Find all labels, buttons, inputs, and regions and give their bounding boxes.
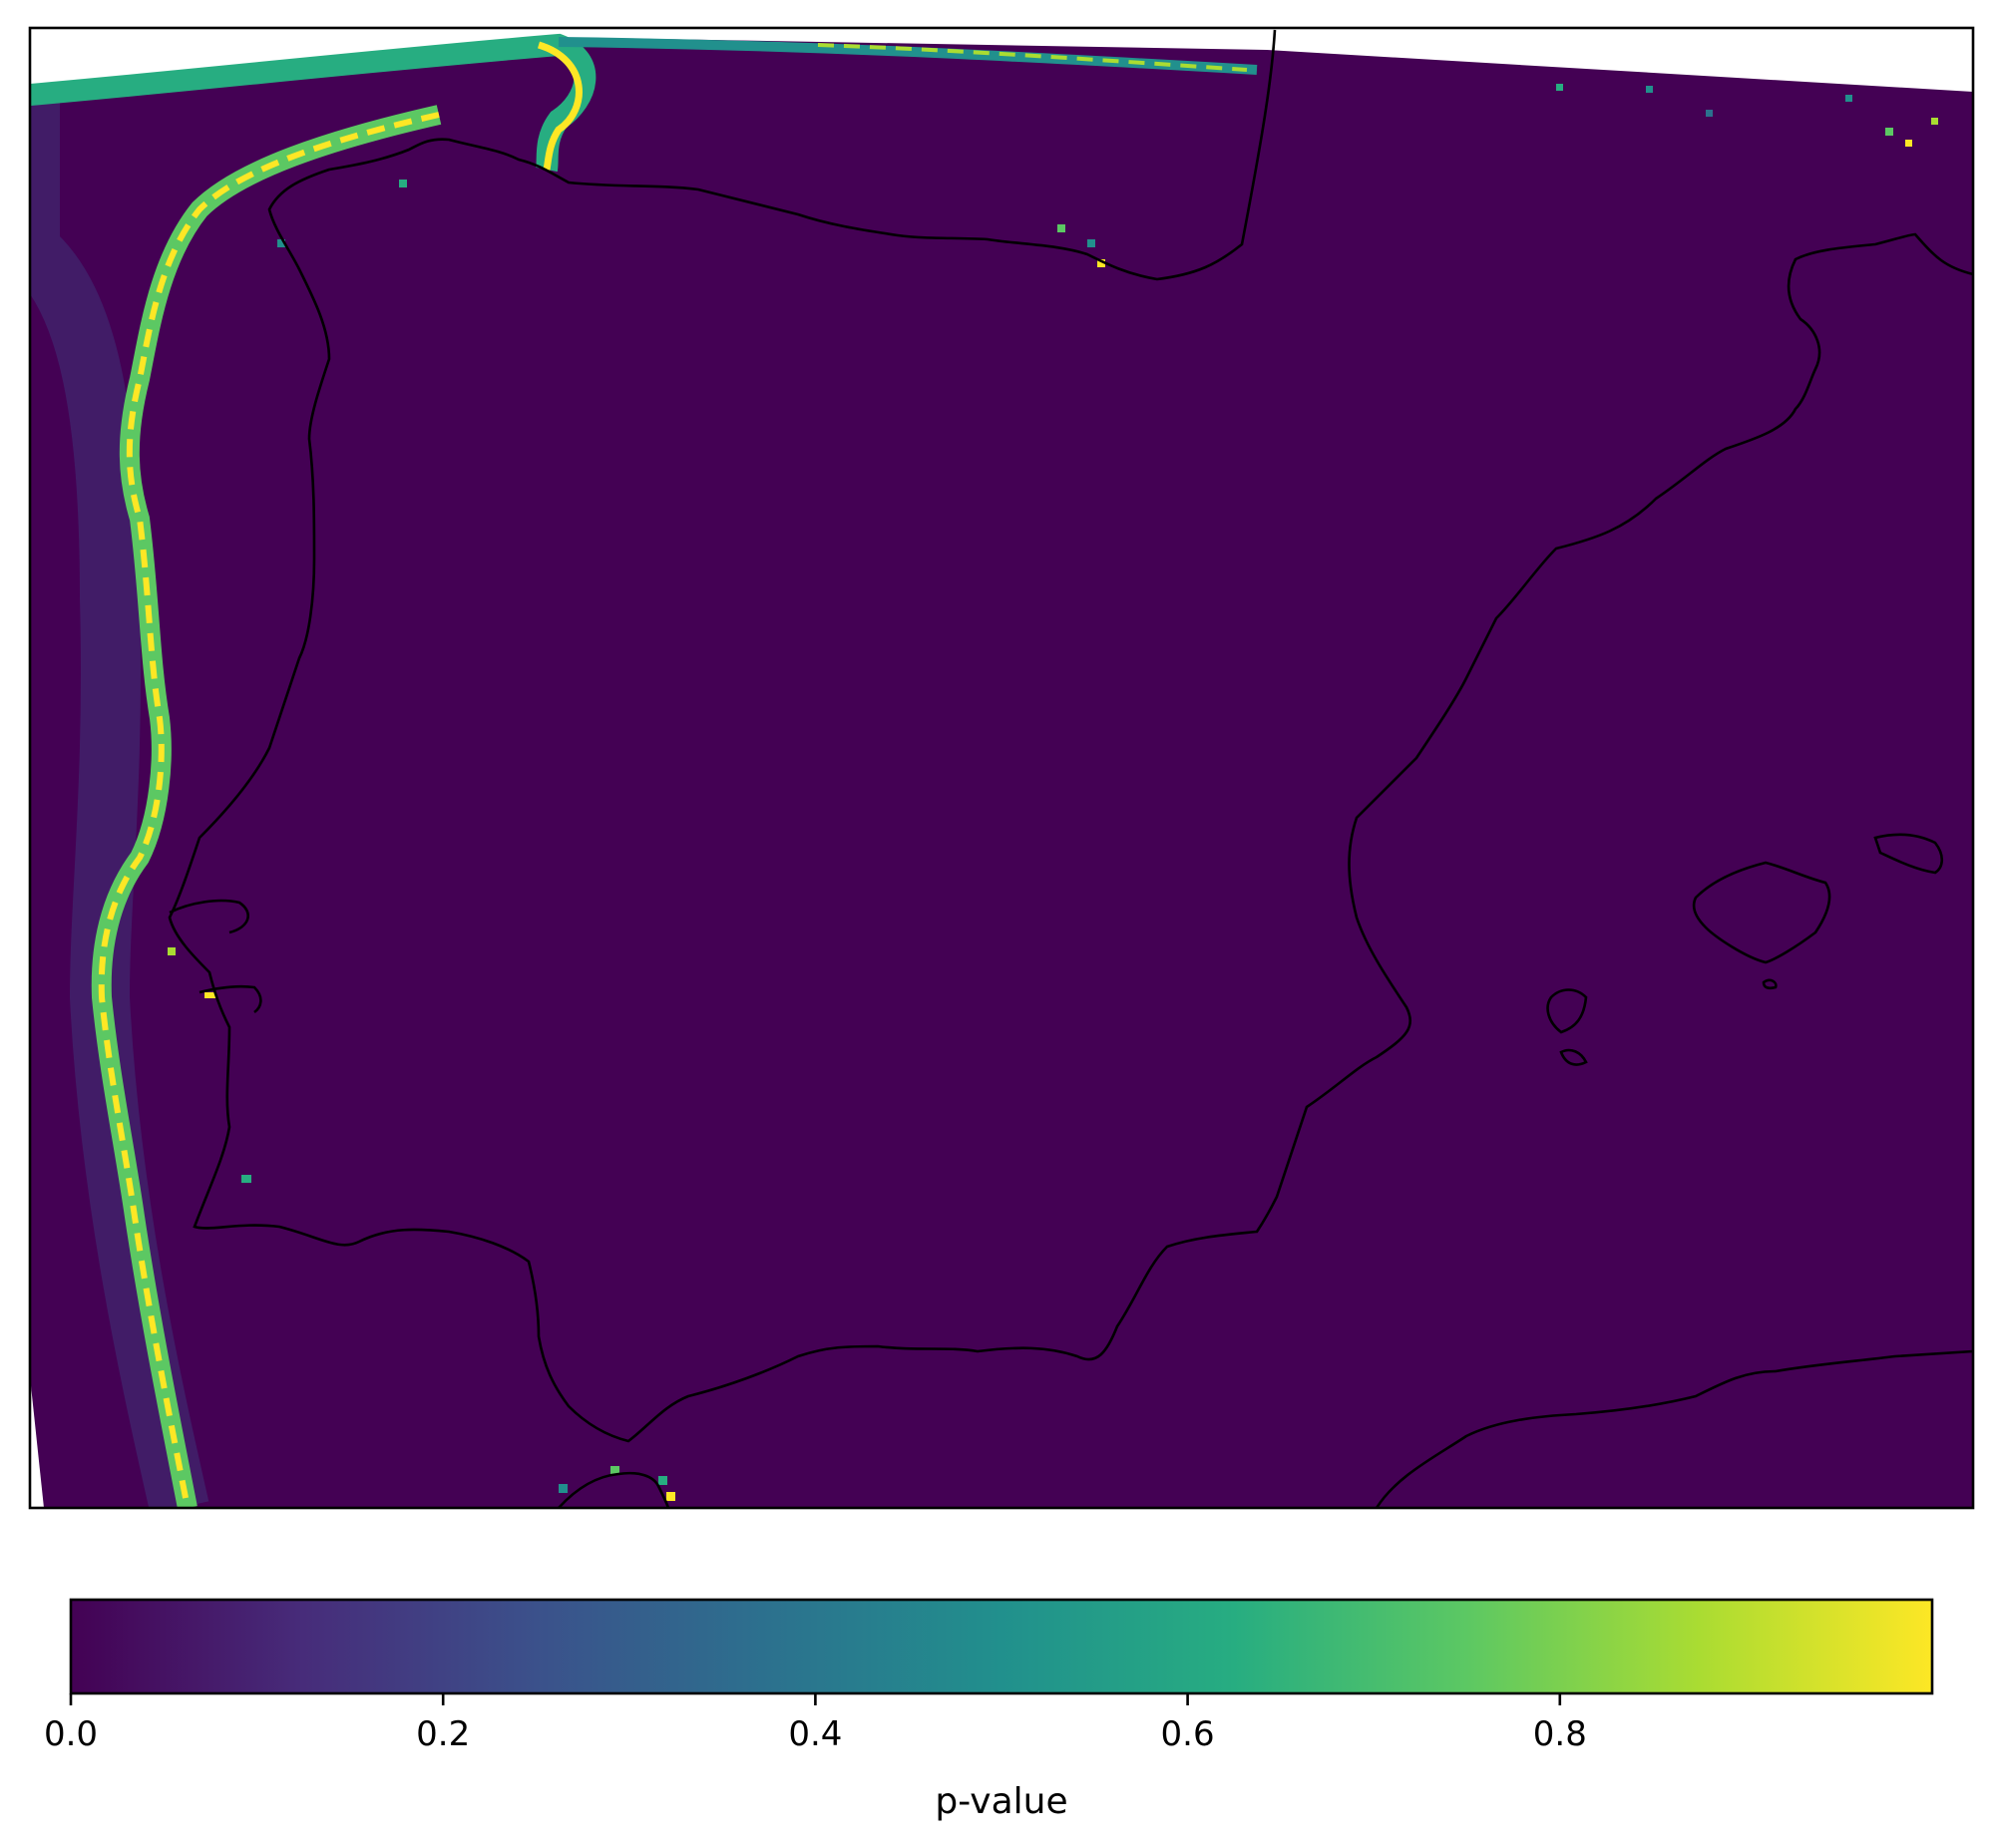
- colorbar: 0.0 0.2 0.4 0.6 0.8 p-value: [44, 1598, 1934, 1822]
- coastlines: [168, 29, 1973, 1508]
- map-frame: [28, 26, 1975, 1510]
- high-pvalue-bands: [30, 33, 1938, 1508]
- menorca-coastline: [1873, 833, 1944, 875]
- northern-band: [558, 37, 1258, 75]
- colorbar-ticks: 0.0 0.2 0.4 0.6 0.8: [44, 1693, 1587, 1754]
- mallorca-islet: [1762, 978, 1778, 990]
- portugal-inlet: [169, 899, 249, 934]
- atlantic-halo: [30, 100, 209, 1508]
- colorbar-tick-label: 0.2: [416, 1714, 470, 1754]
- biscay-band-core: [537, 41, 583, 171]
- estuary: [199, 984, 262, 1014]
- atlantic-band-core: [98, 112, 440, 1508]
- ibiza-coastline: [1546, 988, 1588, 1034]
- mallorca-coastline: [1692, 861, 1831, 964]
- colorbar-tick-label: 0.6: [1161, 1714, 1215, 1754]
- map-panel: [28, 26, 1975, 1510]
- scattered-pixels: [168, 84, 1938, 1501]
- northern-band-core: [817, 43, 1248, 72]
- formentera-coastline: [1559, 1048, 1588, 1066]
- colorbar-label: p-value: [935, 1781, 1067, 1822]
- colorbar-tick-label: 0.4: [788, 1714, 842, 1754]
- colorbar-tick-label: 0.0: [44, 1714, 98, 1754]
- colorbar-tick-label: 0.8: [1533, 1714, 1587, 1754]
- morocco-coastline: [558, 1471, 670, 1508]
- north-africa-coastline: [1375, 1349, 1973, 1508]
- iberia-coastline: [168, 29, 1973, 1443]
- data-field: [30, 38, 1973, 1508]
- colorbar-gradient: [69, 1598, 1934, 1695]
